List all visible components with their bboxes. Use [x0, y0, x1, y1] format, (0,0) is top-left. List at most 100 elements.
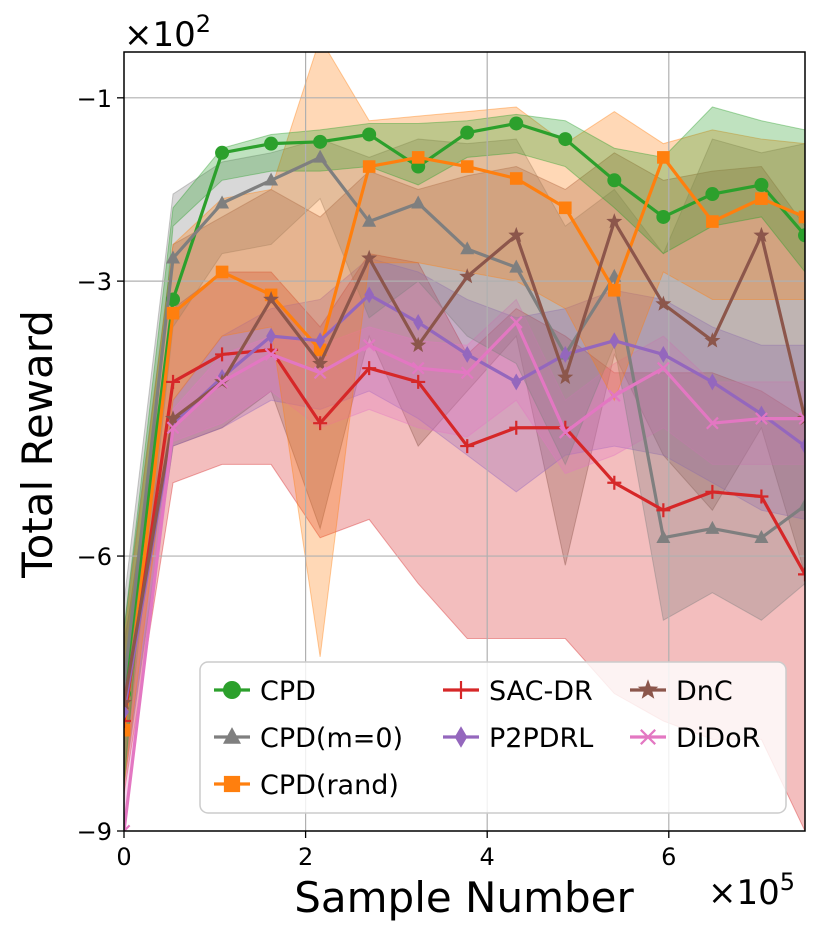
legend-item-sac-dr: SAC-DR — [443, 676, 593, 707]
cpd-rand-point — [124, 723, 131, 737]
dnc-point — [557, 368, 574, 385]
plot-frame — [123, 51, 806, 832]
dnc-point — [410, 336, 427, 353]
sac-dr-point — [607, 475, 622, 490]
y-tick-label: −9 — [77, 818, 112, 846]
sac-dr-point — [313, 416, 328, 431]
cpd-point — [656, 209, 671, 224]
p2pdrl-point — [707, 373, 718, 391]
x-axis-label: Sample Number — [294, 873, 634, 922]
dnc-point — [312, 355, 329, 371]
x-multiplier: ×105 — [708, 868, 795, 913]
didor-point — [460, 366, 474, 380]
didor-point — [798, 412, 805, 425]
didor-point — [607, 389, 621, 403]
didor-point — [313, 366, 327, 380]
cpd-m0-point — [754, 530, 769, 543]
legend-box — [199, 661, 787, 814]
cpd-m0-point — [166, 250, 181, 264]
dnc-point — [704, 332, 721, 348]
sac-dr-point — [460, 439, 475, 454]
cpd-point — [558, 132, 573, 147]
dnc-point — [753, 226, 770, 243]
dnc-point — [361, 249, 378, 265]
didor-point — [362, 338, 376, 352]
y-axis-label: Total Reward — [13, 310, 62, 579]
p2pdrl-point — [462, 346, 473, 363]
cpd-point — [509, 116, 524, 131]
cpd-rand-point — [755, 192, 768, 205]
didor-point — [411, 361, 425, 375]
cpd-m0-band — [124, 138, 805, 777]
p2pdrl-point — [511, 373, 522, 391]
cpd-rand-point — [509, 172, 523, 185]
didor-series — [124, 315, 805, 831]
p2pdrl-point — [413, 313, 424, 331]
dnc-point — [606, 213, 623, 229]
legend-label: DiDoR — [676, 723, 760, 754]
legend-label: DnC — [676, 676, 733, 707]
legend-label: P2PDRL — [489, 723, 593, 754]
cpd-point — [607, 173, 622, 188]
legend-swatch-marker — [640, 729, 656, 745]
cpd-rand-series — [124, 151, 805, 737]
dnc-point — [508, 226, 525, 243]
cpd-point — [705, 187, 720, 202]
legend-label: CPD(rand) — [260, 770, 399, 801]
legend-item-cpd-rand: CPD(rand) — [214, 770, 399, 801]
legend-item-cpd: CPD — [214, 676, 316, 707]
p2pdrl-point — [364, 286, 375, 304]
legend-swatch-marker — [452, 681, 470, 699]
didor-point — [706, 416, 719, 430]
didor-point — [558, 425, 572, 439]
legend: CPD SAC-DR DnC CPD(m=0) P2PDRL DiDoR CPD(rand) — [199, 661, 787, 814]
p2pdrl-point — [560, 346, 571, 363]
x-tick-label: 2 — [298, 843, 313, 871]
legend-swatch-marker — [223, 775, 241, 793]
legend-label: CPD — [260, 676, 316, 707]
dnc-point — [124, 694, 132, 710]
y-tick-label: −6 — [77, 543, 112, 571]
cpd-rand-point — [706, 215, 719, 228]
cpd-rand-point — [411, 151, 425, 164]
sac-dr-point — [166, 374, 181, 389]
cpd-m0-point — [509, 259, 524, 273]
cpd-m0-point — [705, 520, 720, 534]
dnc-point — [459, 268, 476, 284]
p2pdrl-point — [266, 327, 276, 345]
legend-item-didor: DiDoR — [630, 723, 760, 754]
cpd-rand-point — [215, 265, 229, 279]
didor-point — [509, 315, 523, 329]
sac-dr-point — [798, 567, 805, 582]
cpd-rand-point — [313, 343, 327, 357]
legend-item-dnc: DnC — [630, 676, 733, 707]
sac-dr-point — [411, 374, 426, 389]
cpd-m0-point — [313, 149, 328, 163]
legend-swatch-marker — [223, 727, 241, 744]
dnc-point — [655, 295, 672, 311]
x-tick-label: 6 — [661, 843, 676, 871]
cpd-point — [798, 228, 805, 243]
cpd-rand-point — [608, 283, 621, 297]
cpd-m0-point — [460, 241, 475, 255]
cpd-m0-point — [798, 497, 805, 511]
p2pdrl-point — [800, 437, 805, 455]
x-tick-label: 0 — [116, 843, 131, 871]
cpd-m0-point — [215, 195, 230, 209]
sac-dr-point — [705, 484, 720, 499]
legend-item-cpd-m0: CPD(m=0) — [214, 723, 403, 754]
cpd-m0-point — [264, 172, 279, 186]
didor-point — [166, 421, 180, 435]
legend-label: SAC-DR — [489, 676, 593, 707]
cpd-rand-point — [460, 160, 474, 173]
y-tick-label: −1 — [77, 85, 112, 113]
sac-dr-point — [754, 489, 769, 504]
dnc-point — [263, 291, 280, 307]
p2pdrl-point — [124, 703, 129, 721]
sac-dr-point — [509, 420, 524, 435]
cpd-rand-point — [657, 151, 670, 164]
didor-point — [755, 412, 768, 425]
p2pdrl-point — [658, 346, 669, 363]
sac-dr-point — [124, 714, 131, 729]
cpd-point — [215, 145, 230, 160]
